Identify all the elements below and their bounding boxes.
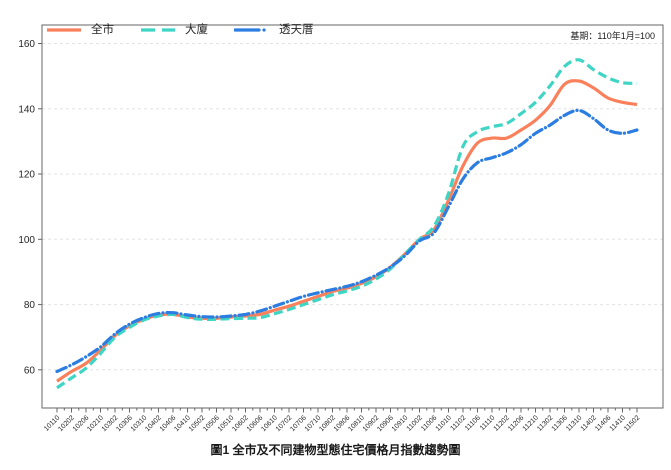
townhouse-line-swatch-icon — [234, 28, 270, 32]
series-line-townhouse — [55, 108, 639, 374]
y-tick-label: 60 — [24, 365, 36, 376]
legend: 全市 大廈 透天厝 — [46, 22, 340, 38]
y-tick-label: 120 — [18, 170, 35, 181]
x-tick-label: 11502 — [623, 414, 641, 432]
base-period-note: 基期：110年1月=100 — [570, 31, 655, 41]
series-line-apartment — [56, 58, 638, 390]
x-tick-label: 11102 — [449, 414, 467, 432]
x-tick-label: 11010 — [435, 414, 453, 432]
y-tick-label: 80 — [24, 300, 36, 311]
y-tick-label: 140 — [18, 104, 35, 115]
citywide-line-swatch-icon — [47, 28, 81, 32]
apartment-line-swatch-icon — [141, 28, 175, 32]
legend-item-citywide[interactable]: 全市 — [46, 22, 114, 38]
legend-label-citywide: 全市 — [91, 24, 114, 36]
legend-label-townhouse: 透天厝 — [279, 24, 314, 36]
y-tick-label: 100 — [18, 235, 35, 246]
plot-border — [41, 24, 664, 409]
legend-item-townhouse[interactable]: 透天厝 — [234, 22, 314, 38]
x-tick-label: 11106 — [464, 414, 482, 432]
legend-item-apartment[interactable]: 大廈 — [140, 22, 208, 38]
y-tick-label: 160 — [18, 39, 35, 50]
chart-title: 圖1 全市及不同建物型態住宅價格月指數趨勢圖 — [210, 443, 461, 457]
legend-label-apartment: 大廈 — [185, 24, 208, 36]
